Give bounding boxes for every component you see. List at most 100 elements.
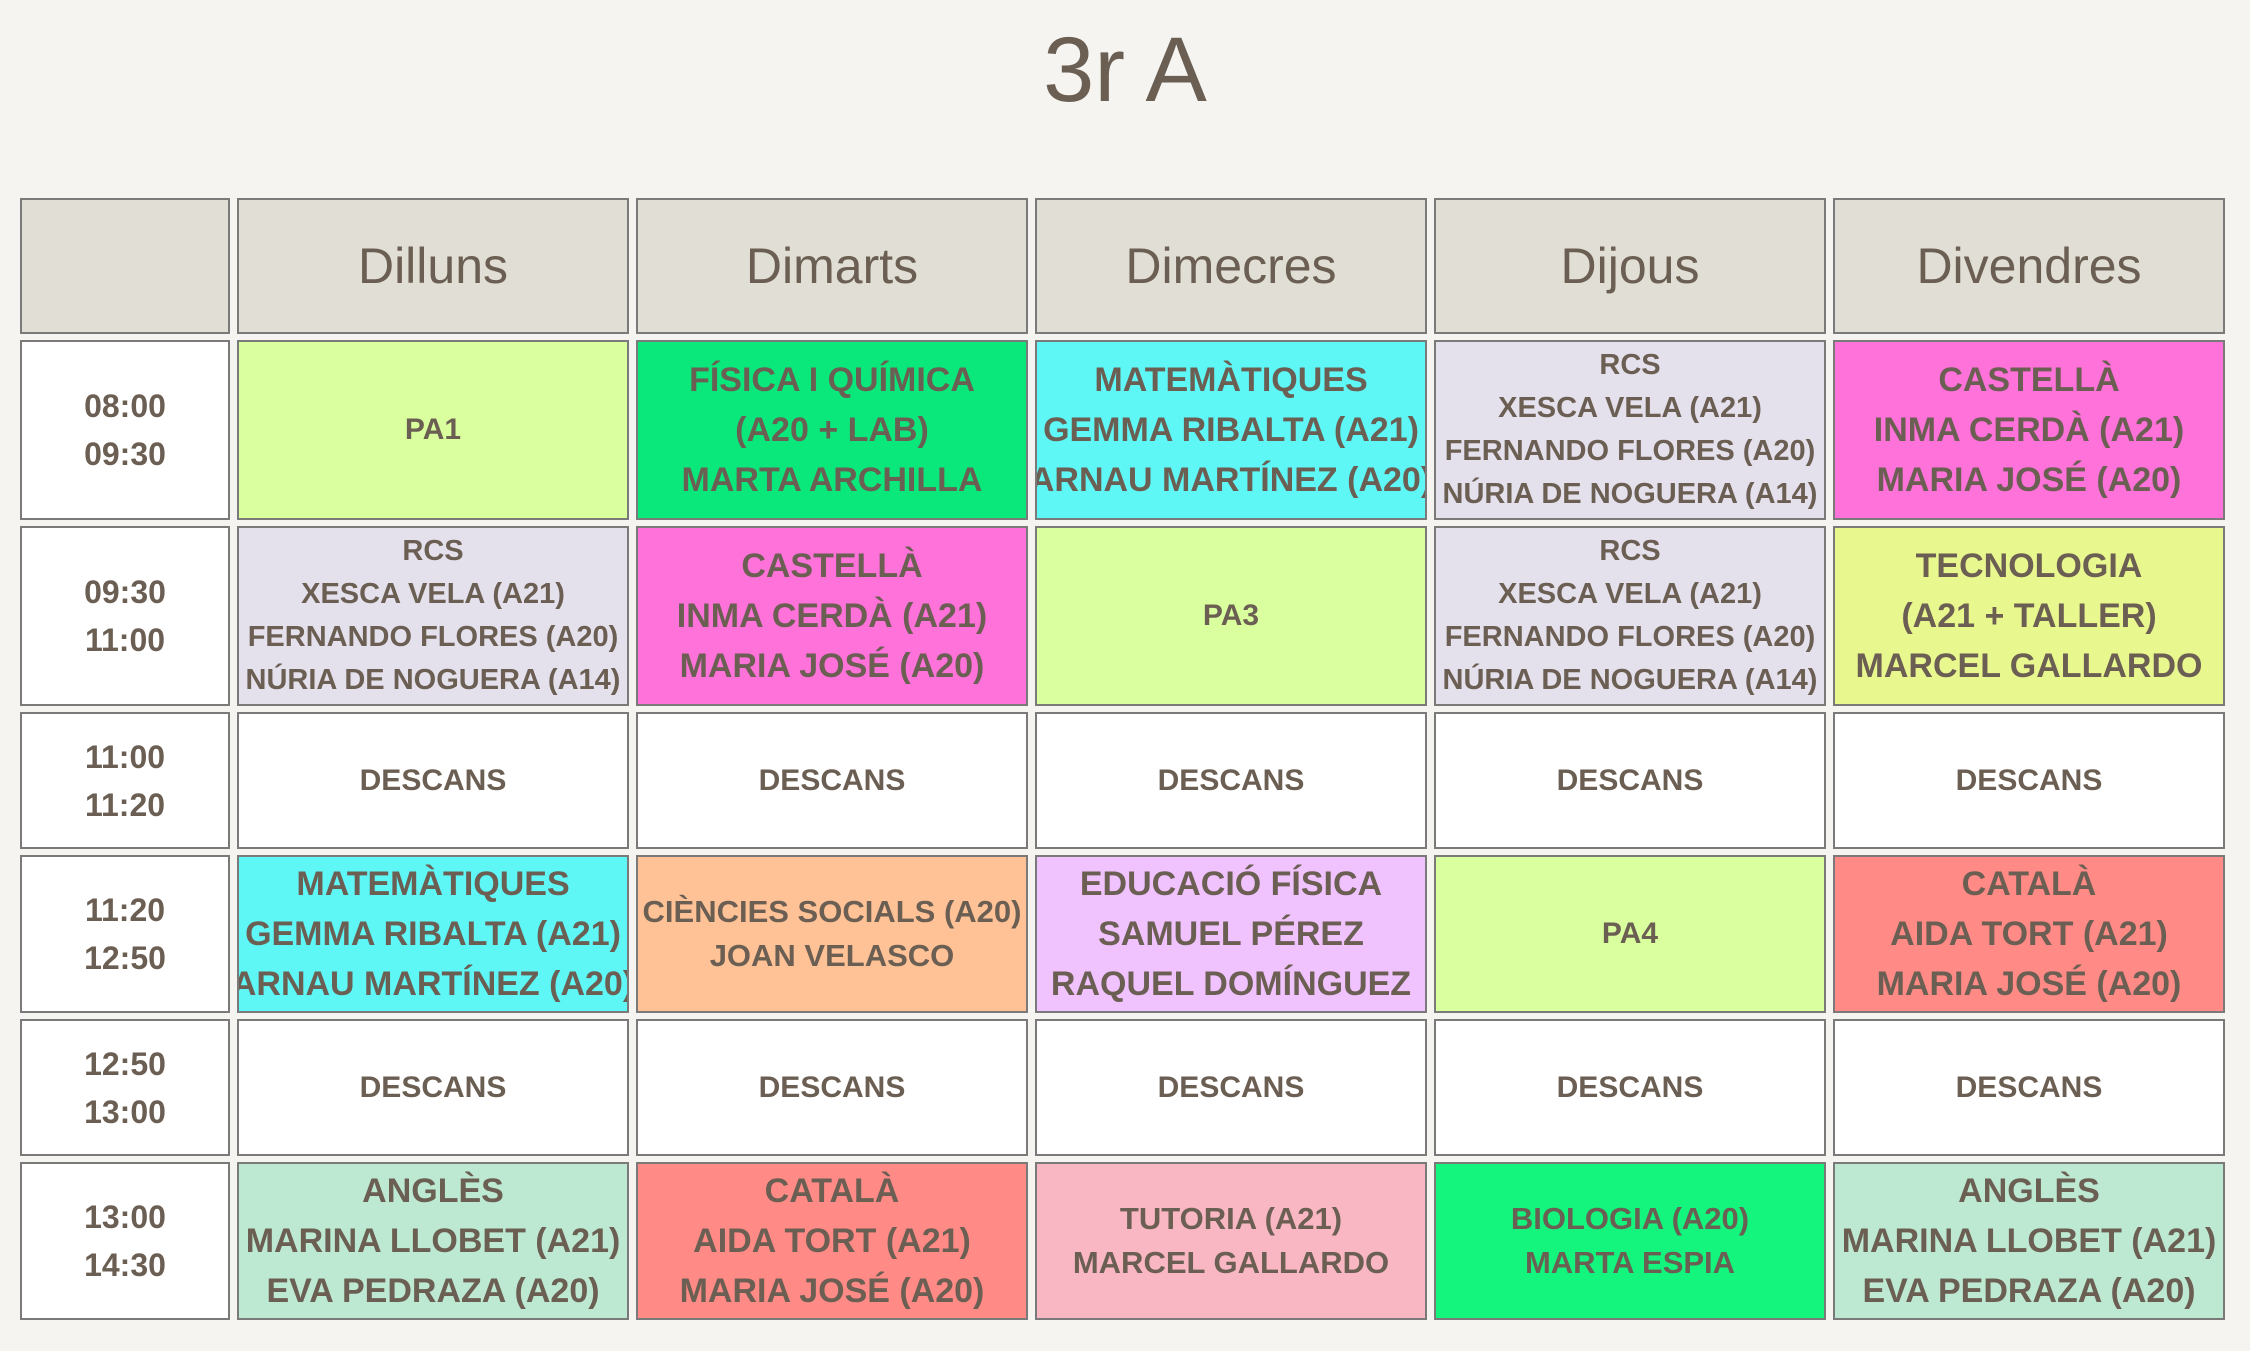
time-cell: 11:20 12:50	[20, 855, 230, 1013]
class-line: FERNANDO FLORES (A20)	[1444, 621, 1816, 653]
time-label: 09:30	[84, 436, 166, 472]
class-line: MARCEL GALLARDO	[1855, 647, 2203, 685]
class-cell: DESCANS	[636, 712, 1028, 849]
class-line: XESCA VELA (A21)	[1498, 392, 1762, 424]
class-line: EDUCACIÓ FÍSICA	[1079, 865, 1383, 903]
class-line: MATEMÀTIQUES	[1094, 361, 1368, 399]
time-cell: 12:50 13:00	[20, 1019, 230, 1156]
day-name: Dimarts	[745, 238, 919, 294]
day-header: Dijous	[1434, 198, 1826, 334]
class-cell: DESCANS	[1035, 1019, 1427, 1156]
class-line: MARIA JOSÉ (A20)	[679, 1272, 985, 1310]
class-cell: MATEMÀTIQUES GEMMA RIBALTA (A21) ARNAU MAR…	[237, 855, 629, 1013]
class-cell: CASTELLÀ INMA CERDÀ (A21) MARIA JOSÉ (A20)	[1833, 340, 2225, 520]
class-line: MARIA JOSÉ (A20)	[1876, 461, 2182, 499]
day-name: Dijous	[1560, 238, 1700, 294]
class-cell: RCS XESCA VELA (A21) FERNANDO FLORES (A20)…	[237, 526, 629, 706]
class-line: DESCANS	[1157, 763, 1305, 797]
class-line: GEMMA RIBALTA (A21)	[245, 915, 621, 953]
day-header: Dilluns	[237, 198, 629, 334]
class-line: MARTA ESPIA	[1524, 1245, 1736, 1280]
class-line: RAQUEL DOMÍNGUEZ	[1050, 965, 1412, 1003]
class-line: EVA PEDRAZA (A20)	[1862, 1272, 2196, 1310]
class-line: MARINA LLOBET (A21)	[1841, 1222, 2217, 1260]
time-label: 14:30	[84, 1247, 166, 1283]
time-label: 13:00	[84, 1093, 166, 1130]
time-cell: 08:00 09:30	[20, 340, 230, 520]
class-line: RCS	[1599, 349, 1661, 381]
class-line: INMA CERDÀ (A21)	[676, 597, 988, 635]
class-line: MARIA JOSÉ (A20)	[1876, 965, 2182, 1003]
day-header: Dimarts	[636, 198, 1028, 334]
class-line: AIDA TORT (A21)	[1890, 915, 2168, 953]
class-cell: CASTELLÀ INMA CERDÀ (A21) MARIA JOSÉ (A20)	[636, 526, 1028, 706]
time-label: 12:50	[84, 940, 166, 976]
class-line: NÚRIA DE NOGUERA (A14)	[1442, 478, 1818, 510]
class-cell: TECNOLOGIA (A21 + TALLER) MARCEL GALLARDO	[1833, 526, 2225, 706]
class-cell: DESCANS	[237, 1019, 629, 1156]
time-label: 11:20	[84, 892, 166, 928]
class-line: FÍSICA I QUÍMICA	[689, 361, 975, 399]
class-line: DESCANS	[758, 1070, 906, 1104]
class-line: CIÈNCIES SOCIALS (A20)	[642, 894, 1022, 929]
class-line: MARIA JOSÉ (A20)	[679, 647, 985, 685]
class-cell: DESCANS	[1434, 1019, 1826, 1156]
corner-cell	[20, 198, 230, 334]
class-cell: PA4	[1434, 855, 1826, 1013]
class-cell: MATEMÀTIQUES GEMMA RIBALTA (A21) ARNAU MAR…	[1035, 340, 1427, 520]
class-line: (A21 + TALLER)	[1901, 597, 2157, 635]
class-line: FERNANDO FLORES (A20)	[247, 621, 619, 653]
class-cell: CATALÀ AIDA TORT (A21) MARIA JOSÉ (A20)	[1833, 855, 2225, 1013]
class-line: AIDA TORT (A21)	[693, 1222, 971, 1260]
class-line: DESCANS	[1955, 763, 2103, 797]
class-cell: ANGLÈS MARINA LLOBET (A21) EVA PEDRAZA (A2…	[1833, 1162, 2225, 1320]
time-label: 11:20	[84, 786, 166, 823]
class-line: CATALÀ	[1961, 865, 2097, 903]
day-name: Divendres	[1916, 238, 2142, 294]
class-line: TECNOLOGIA	[1915, 547, 2143, 585]
time-label: 11:00	[84, 738, 166, 775]
class-line: DESCANS	[359, 763, 507, 797]
class-line: DESCANS	[1556, 1070, 1704, 1104]
time-label: 13:00	[84, 1199, 166, 1235]
class-line: MARCEL GALLARDO	[1072, 1245, 1390, 1280]
class-cell: DESCANS	[1434, 712, 1826, 849]
day-name: Dimecres	[1125, 238, 1337, 294]
class-cell: PA3	[1035, 526, 1427, 706]
class-line: DESCANS	[758, 763, 906, 797]
class-line: PA4	[1601, 917, 1659, 950]
class-cell: TUTORIA (A21) MARCEL GALLARDO	[1035, 1162, 1427, 1320]
class-cell: DESCANS	[1833, 712, 2225, 849]
class-line: EVA PEDRAZA (A20)	[266, 1272, 600, 1310]
class-line: ARNAU MARTÍNEZ (A20)	[237, 965, 629, 1003]
class-cell: DESCANS	[1833, 1019, 2225, 1156]
class-line: ANGLÈS	[362, 1172, 504, 1210]
class-cell: CATALÀ AIDA TORT (A21) MARIA JOSÉ (A20)	[636, 1162, 1028, 1320]
time-label: 08:00	[84, 388, 166, 424]
class-line: JOAN VELASCO	[709, 938, 955, 973]
class-line: ANGLÈS	[1958, 1172, 2100, 1210]
time-cell: 11:00 11:20	[20, 712, 230, 849]
class-line: MARINA LLOBET (A21)	[245, 1222, 621, 1260]
class-line: CASTELLÀ	[1938, 361, 2120, 399]
class-cell: CIÈNCIES SOCIALS (A20) JOAN VELASCO	[636, 855, 1028, 1013]
class-line: XESCA VELA (A21)	[301, 578, 565, 610]
class-line: MATEMÀTIQUES	[296, 865, 570, 903]
class-line: NÚRIA DE NOGUERA (A14)	[245, 664, 621, 696]
class-line: XESCA VELA (A21)	[1498, 578, 1762, 610]
class-line: MARTA ARCHILLA	[681, 461, 983, 499]
time-label: 09:30	[84, 574, 166, 610]
class-line: DESCANS	[359, 1070, 507, 1104]
class-cell: PA1	[237, 340, 629, 520]
page-title: 3r A	[1043, 19, 1207, 121]
time-cell: 13:00 14:30	[20, 1162, 230, 1320]
time-cell: 09:30 11:00	[20, 526, 230, 706]
class-line: INMA CERDÀ (A21)	[1873, 411, 2185, 449]
class-cell: FÍSICA I QUÍMICA (A20 + LAB) MARTA ARCHILL…	[636, 340, 1028, 520]
class-cell: DESCANS	[237, 712, 629, 849]
class-line: TUTORIA (A21)	[1119, 1201, 1343, 1236]
class-line: CASTELLÀ	[741, 547, 923, 585]
class-cell: ANGLÈS MARINA LLOBET (A21) EVA PEDRAZA (A2…	[237, 1162, 629, 1320]
class-line: FERNANDO FLORES (A20)	[1444, 435, 1816, 467]
